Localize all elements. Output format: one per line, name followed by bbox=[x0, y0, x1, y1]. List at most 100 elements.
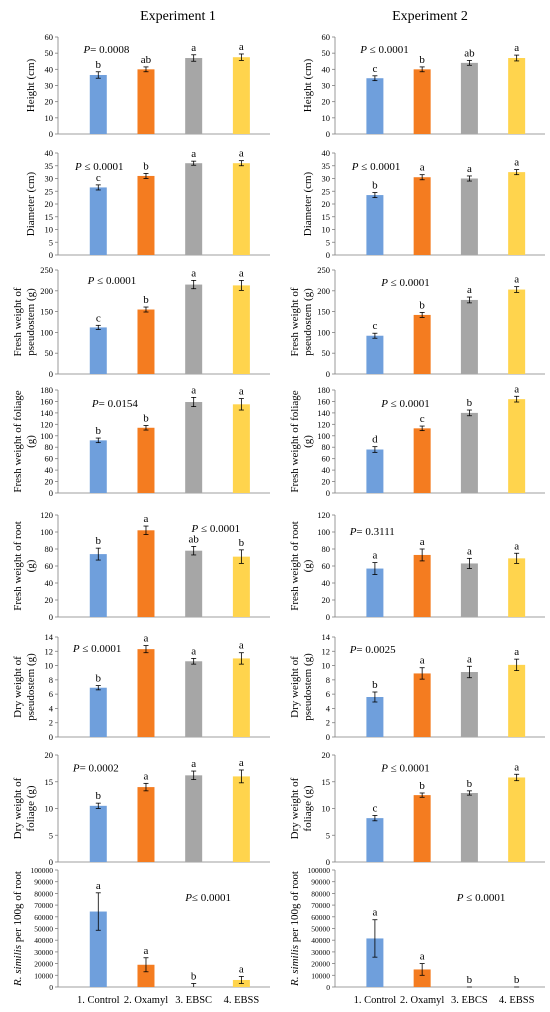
p-value-text: = 0.0008 bbox=[90, 44, 130, 56]
y-tick-label: 40 bbox=[322, 64, 331, 74]
bar bbox=[185, 551, 202, 617]
y-tick-label: 150 bbox=[317, 307, 330, 317]
y-tick-label: 2 bbox=[49, 718, 53, 728]
y-tick-label: 180 bbox=[40, 385, 53, 395]
bar bbox=[137, 649, 154, 737]
x-tick-label: 1. Control bbox=[354, 995, 397, 1006]
significance-letter: b bbox=[96, 535, 102, 547]
y-tick-label: 150 bbox=[40, 307, 53, 317]
bar bbox=[461, 300, 478, 374]
chart-panel-4: 0 5 10 15 20 25 30 35 40 Diameter (cm) P ≤ 0.0001 b… bbox=[302, 148, 545, 260]
y-tick-label: 8 bbox=[326, 675, 330, 685]
p-value-label: P= 0.0154 bbox=[91, 398, 138, 410]
p-value-text: ≤ 0.0001 bbox=[80, 643, 122, 655]
bar bbox=[508, 290, 525, 374]
significance-letter: b bbox=[419, 299, 425, 311]
p-value-text: ≤ 0.0001 bbox=[359, 161, 401, 173]
y-tick-label: 0 bbox=[326, 983, 330, 992]
y-axis-label-line: (g) bbox=[302, 559, 314, 572]
chart-panel-6: 050100150200250Fresh weight ofpseudostem… bbox=[289, 265, 545, 379]
significance-letter: c bbox=[420, 413, 425, 425]
y-axis-label-line: Fresh weight of bbox=[289, 287, 301, 356]
bar bbox=[233, 57, 250, 134]
y-tick-label: 50 bbox=[322, 48, 331, 58]
chart-panel-5: 0 50 100 150 200 250 Fresh weight ofpseudostem… bbox=[12, 265, 270, 379]
bar bbox=[414, 428, 431, 493]
bar bbox=[90, 440, 107, 493]
y-tick-label: 40 bbox=[322, 148, 331, 158]
significance-letter: a bbox=[514, 646, 519, 658]
significance-letter: a bbox=[420, 951, 425, 963]
y-axis-label-line: Dry weight of bbox=[289, 777, 301, 839]
significance-letter: b bbox=[239, 537, 245, 549]
bar bbox=[233, 557, 250, 617]
significance-letter: b bbox=[191, 970, 197, 982]
y-axis-label: Dry weight offoliage (g) bbox=[289, 777, 314, 839]
y-axis-label-line: pseudostem (g) bbox=[302, 653, 314, 721]
y-tick-label: 5 bbox=[49, 237, 53, 247]
y-tick-label: 250 bbox=[40, 265, 53, 275]
p-value-text: = 0.3111 bbox=[356, 526, 394, 538]
y-tick-label: 0 bbox=[49, 983, 53, 992]
x-tick-label: 3. EBSC bbox=[175, 995, 212, 1006]
significance-letter: a bbox=[191, 148, 196, 160]
p-value-label: P ≤ 0.0001 bbox=[359, 44, 409, 56]
significance-letter: a bbox=[239, 386, 244, 398]
significance-letter: a bbox=[420, 162, 425, 174]
y-tick-label: 20 bbox=[45, 595, 54, 605]
y-tick-label: 0 bbox=[49, 129, 53, 139]
significance-letter: c bbox=[372, 63, 377, 75]
significance-letter: a bbox=[191, 42, 196, 54]
chart-panel-10: 020406080100120Fresh weight of root(g)P=… bbox=[289, 510, 545, 622]
y-axis-label-italic: R. similis bbox=[12, 945, 24, 987]
y-axis-label: Fresh weight of root(g) bbox=[289, 521, 314, 611]
bar bbox=[414, 555, 431, 617]
p-value-text: ≤ 0.0001 bbox=[198, 523, 240, 535]
y-tick-label: 10 bbox=[45, 804, 54, 814]
y-axis-label: Diameter (cm) bbox=[302, 171, 314, 236]
significance-letter: a bbox=[239, 757, 244, 769]
p-value-text: ≤ 0.0001 bbox=[388, 762, 430, 774]
y-axis-label-line: Fresh weight of root bbox=[289, 521, 301, 611]
y-tick-label: 120 bbox=[40, 419, 53, 429]
bar bbox=[461, 793, 478, 862]
p-value-text: = 0.0025 bbox=[356, 644, 396, 656]
bar bbox=[233, 163, 250, 255]
column-header-experiment-1: Experiment 1 bbox=[140, 9, 216, 24]
y-tick-label: 80000 bbox=[34, 889, 53, 898]
chart-panel-16: 0100002000030000400005000060000700008000… bbox=[289, 866, 545, 1006]
bar bbox=[508, 399, 525, 493]
y-tick-label: 20 bbox=[322, 477, 331, 487]
chart-panel-1: 0 10 20 30 40 50 60 Height (cm) P= 0.0008 b ab a a bbox=[25, 32, 270, 139]
y-tick-label: 10000 bbox=[34, 971, 53, 980]
significance-letter: b bbox=[467, 397, 473, 409]
bar bbox=[508, 558, 525, 617]
significance-letter: a bbox=[144, 945, 149, 957]
y-tick-label: 14 bbox=[322, 632, 331, 642]
p-value-label: P ≤ 0.0001 bbox=[380, 277, 430, 289]
y-tick-label: 100 bbox=[317, 327, 330, 337]
column-header-experiment-2: Experiment 2 bbox=[392, 9, 468, 24]
chart-panel-8: 020406080100120140160180Fresh weight of … bbox=[289, 383, 545, 498]
bar bbox=[185, 775, 202, 862]
chart-panel-13: 05101520Dry weight offoliage (g)P= 0.000… bbox=[12, 750, 270, 867]
bar bbox=[90, 688, 107, 737]
y-tick-label: 0 bbox=[326, 250, 330, 260]
bar bbox=[366, 818, 383, 862]
bar bbox=[137, 310, 154, 374]
y-tick-label: 2 bbox=[326, 718, 330, 728]
y-tick-label: 60000 bbox=[311, 913, 330, 922]
bar bbox=[233, 404, 250, 493]
y-axis-label-rest: per 100g of root bbox=[289, 871, 301, 945]
significance-letter: a bbox=[514, 761, 519, 773]
y-tick-label: 35 bbox=[45, 161, 54, 171]
y-tick-label: 5 bbox=[49, 830, 53, 840]
y-tick-label: 180 bbox=[317, 385, 330, 395]
significance-letter: a bbox=[372, 550, 377, 562]
bar bbox=[414, 69, 431, 134]
y-tick-label: 120 bbox=[317, 419, 330, 429]
bar bbox=[90, 187, 107, 255]
y-tick-label: 15 bbox=[322, 212, 331, 222]
y-tick-label: 80 bbox=[322, 544, 331, 554]
y-axis-label-line: Fresh weight of foliage bbox=[12, 390, 24, 492]
